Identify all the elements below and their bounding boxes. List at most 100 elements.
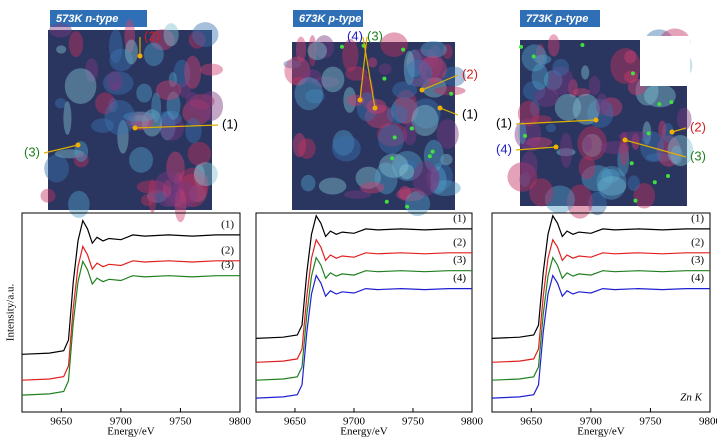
title-badge	[520, 10, 600, 27]
image-label: (1)	[496, 115, 512, 130]
image-label: (3)	[367, 28, 383, 43]
image-label: (2)	[144, 28, 160, 43]
micrograph-feature	[531, 54, 536, 59]
micrograph-feature	[193, 162, 218, 187]
micrograph-feature	[430, 166, 447, 194]
x-tick-label: 9650	[520, 416, 543, 428]
micrograph-feature	[384, 199, 389, 204]
x-tick-label: 9750	[639, 416, 662, 428]
micrograph-feature	[404, 59, 433, 87]
micrograph-feature	[54, 149, 85, 159]
micrograph-feature	[403, 122, 417, 146]
x-tick-label: 9800	[229, 416, 252, 428]
micrograph-feature	[411, 104, 439, 137]
x-tick-label: 9750	[402, 416, 425, 428]
spectrum-line	[255, 214, 472, 339]
micrograph-feature	[398, 185, 412, 200]
micrograph-feature	[526, 137, 553, 148]
micrograph-feature	[292, 132, 307, 158]
micrograph-feature	[298, 138, 316, 159]
micrograph-feature	[150, 29, 175, 51]
micrograph-feature	[148, 179, 157, 213]
spectrum-line	[491, 214, 710, 339]
micrograph-feature	[418, 56, 447, 83]
micrograph-feature	[420, 41, 447, 58]
micrograph-feature	[85, 58, 99, 83]
micrograph-feature	[63, 101, 72, 135]
micrograph-feature	[185, 117, 202, 144]
micrograph-feature	[176, 167, 209, 203]
micrograph-feature	[54, 98, 67, 109]
series-label: (3)	[691, 254, 704, 266]
micrograph-feature	[178, 173, 208, 208]
micrograph-feature	[117, 119, 129, 154]
micrograph-feature	[566, 184, 593, 219]
micrograph-feature	[533, 54, 552, 65]
micrograph-feature	[547, 34, 560, 57]
y-axis-label: Intensity/a.u.	[5, 284, 17, 342]
micrograph-feature	[312, 76, 340, 88]
micrograph-feature	[339, 44, 344, 49]
micrograph-feature	[364, 104, 394, 129]
series-label: (3)	[453, 254, 466, 266]
micrograph-feature	[283, 59, 301, 69]
title-badge	[293, 10, 363, 27]
micrograph-feature	[556, 148, 576, 157]
micrograph-feature	[568, 78, 578, 98]
micrograph-feature	[108, 29, 123, 64]
micrograph-feature	[391, 97, 419, 124]
x-axis-label: Energy/eV	[340, 426, 388, 438]
spectrum-line	[255, 256, 472, 381]
micrograph-feature	[157, 110, 182, 126]
leader-dot	[622, 137, 628, 143]
micrograph-feature	[395, 159, 418, 171]
micrograph-feature	[430, 149, 435, 154]
x-tick-label: 9700	[110, 416, 133, 428]
micrograph-feature	[108, 97, 118, 113]
x-tick-label: 9800	[461, 416, 484, 428]
leader-line	[439, 107, 459, 116]
micrograph-feature	[360, 181, 385, 194]
x-axis-label: Energy/eV	[577, 426, 625, 438]
micrograph-feature	[624, 50, 637, 64]
micrograph-feature	[192, 22, 219, 47]
spectrum-line	[491, 238, 710, 363]
micrograph-feature	[376, 122, 408, 147]
micrograph-feature	[582, 136, 593, 153]
image-label: (1)	[462, 106, 478, 121]
leader-dot	[137, 53, 143, 59]
micrograph-feature	[294, 77, 324, 111]
leader-line	[134, 124, 219, 129]
micrograph-feature	[529, 100, 540, 117]
micrograph-feature	[405, 204, 410, 209]
micrograph-feature	[596, 166, 627, 200]
micrograph-feature	[153, 171, 182, 208]
spectrum-line	[21, 218, 240, 355]
micrograph-feature	[188, 31, 206, 49]
micrograph-feature	[658, 120, 667, 139]
micrograph-feature	[307, 41, 327, 61]
micrograph-feature	[429, 162, 453, 191]
leader-line	[515, 119, 597, 125]
micrograph-feature	[646, 153, 674, 162]
micrograph-feature	[109, 48, 134, 72]
micrograph-feature	[189, 93, 215, 109]
micrograph-feature	[159, 114, 185, 141]
micrograph-feature	[631, 133, 640, 150]
panel-title: 673K p-type	[299, 13, 361, 25]
spectrum-line	[21, 259, 240, 396]
color-key-label: Zn	[671, 66, 686, 79]
micrograph-feature	[535, 43, 546, 67]
micrograph-feature	[305, 89, 325, 104]
micrograph-feature	[318, 177, 347, 195]
micrograph-feature	[136, 180, 167, 194]
micrograph-feature	[652, 180, 657, 185]
micrograph-feature	[581, 165, 613, 192]
micrograph-feature	[377, 124, 405, 155]
micrograph-feature	[578, 156, 596, 180]
image-label: (2)	[462, 66, 478, 81]
micrograph-feature	[164, 193, 185, 207]
micrograph-feature	[545, 123, 557, 133]
image-label: (1)	[222, 116, 238, 131]
